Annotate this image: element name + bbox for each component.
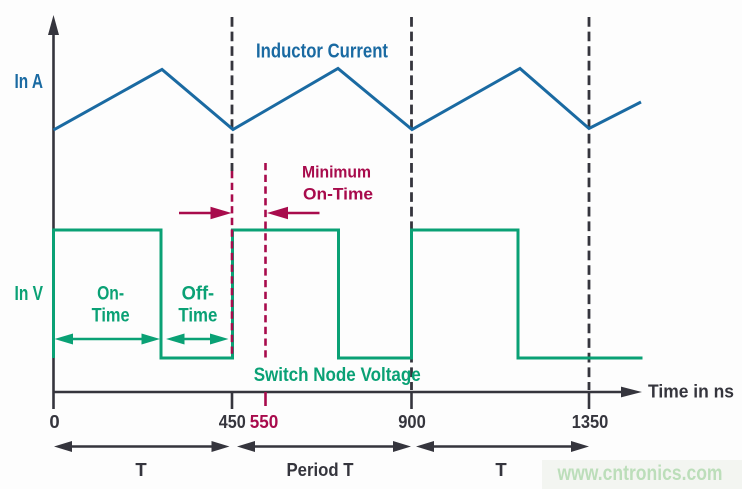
svg-text:T: T [135,459,147,480]
svg-text:Period T: Period T [287,459,355,480]
svg-text:450: 450 [219,411,246,432]
svg-text:On-Time: On-Time [303,185,373,204]
svg-text:1350: 1350 [572,411,609,432]
svg-text:On-: On- [97,284,124,305]
svg-text:Off-: Off- [182,284,215,305]
svg-text:Time: Time [92,306,130,327]
svg-text:In A: In A [15,71,44,93]
svg-text:0: 0 [49,411,59,432]
svg-text:Inductor Current: Inductor Current [256,41,388,63]
svg-text:Minimum: Minimum [302,163,371,182]
svg-text:www.cntronics.com: www.cntronics.com [557,462,723,485]
svg-text:Time in ns: Time in ns [648,382,734,402]
svg-text:Time: Time [178,306,217,327]
svg-text:In V: In V [15,283,44,305]
svg-text:900: 900 [398,411,426,432]
svg-text:Switch Node Voltage: Switch Node Voltage [254,365,421,386]
svg-text:550: 550 [250,411,279,432]
svg-text:T: T [495,459,507,480]
